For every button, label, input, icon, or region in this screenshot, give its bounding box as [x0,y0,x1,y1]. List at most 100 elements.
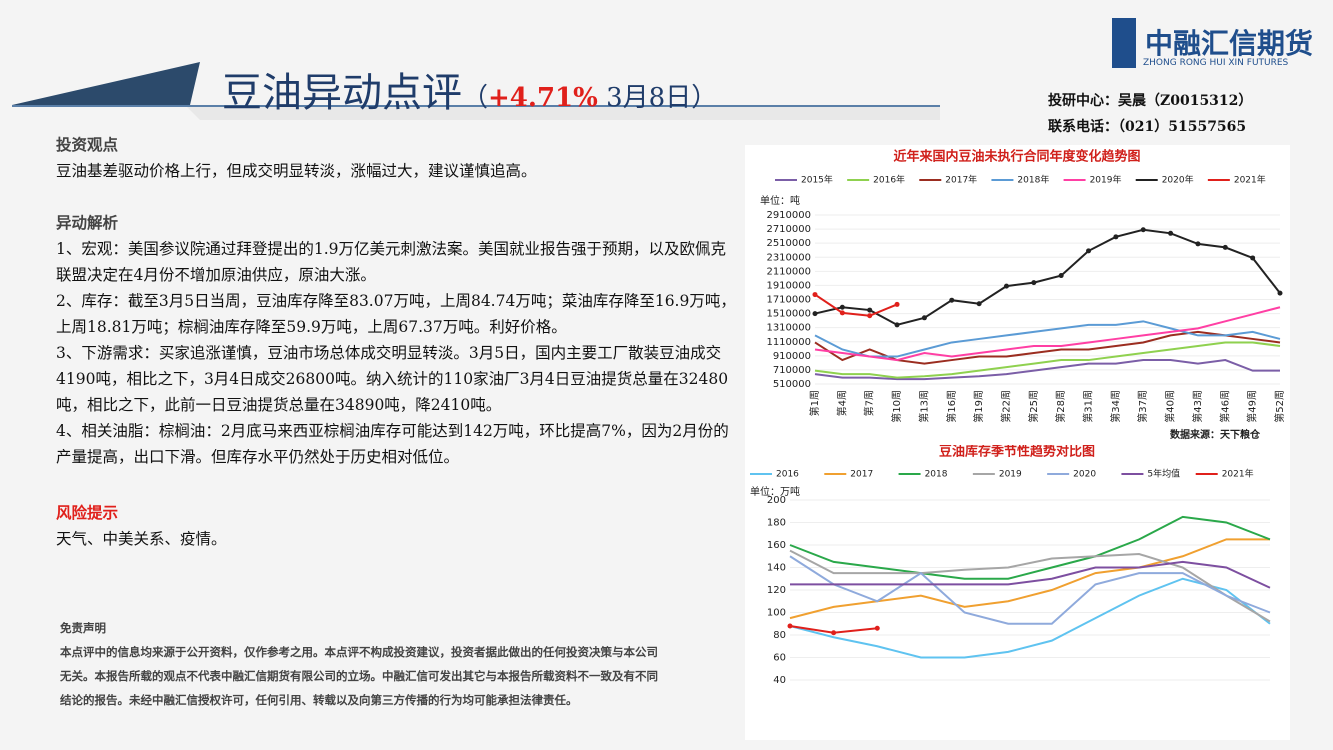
disclaimer-heading: 免责声明 [60,621,106,635]
legend-label: 2015年 [801,174,833,186]
x-tick-label: 第4周 [835,390,848,416]
title: 豆油异动点评（+4.71% 3月8日） [222,70,718,116]
x-tick-label: 第7周 [863,390,876,416]
point [976,301,982,307]
point [894,322,900,328]
y-tick-label: 40 [773,675,786,686]
header-band [185,105,940,120]
legend-label: 2019 [999,470,1022,480]
x-tick-label: 第22周 [999,390,1012,423]
x-tick-label: 第1周 [808,390,821,416]
legend-label: 2016 [776,470,799,480]
point [812,292,818,298]
paragraph: 3、下游需求：买家追涨谨慎，豆油市场总体成交明显转淡。3月5日，国内主要工厂散装… [56,344,729,414]
point [839,310,845,316]
series-line [814,359,1280,381]
series-line [789,555,1271,625]
paragraph: 4、相关油脂：棕榈油：2月底马来西亚棕榈油库存可能达到142万吨，环比提高7%，… [56,422,729,466]
x-tick-label: 第52周 [1273,390,1286,423]
unit-label: 单位：万吨 [750,485,800,498]
y-tick-label: 1510000 [766,309,811,320]
x-tick-label: 第10周 [890,390,903,423]
y-tick-label: 710000 [773,365,811,376]
point [874,625,880,631]
x-tick-label: 第43周 [1191,390,1204,423]
x-tick-label: 第16周 [945,390,958,423]
x-tick-label: 第34周 [1109,390,1122,423]
legend-label: 5年均值 [1147,468,1180,480]
legend-label: 2021年 [1222,468,1254,480]
paragraph: 豆油基差驱动价格上行，但成交明显转淡，涨幅过大，建议谨慎追高。 [56,162,537,180]
point [787,623,793,629]
title-date: 3月8日 [606,83,692,113]
header-triangle [12,62,200,105]
y-tick-label: 180 [767,518,786,529]
series-line [814,320,1281,358]
y-tick-label: 60 [773,653,786,664]
point [1250,255,1256,261]
section-heading: 投资观点 [56,135,119,154]
point [894,301,900,307]
point [1058,273,1064,279]
legend-label: 2018年 [1017,174,1049,186]
disclaimer: 免责声明 本点评中的信息均来源于公开资料，仅作参考之用。本点评不构成投资建议，投… [60,616,660,712]
x-tick-label: 第37周 [1136,390,1149,423]
contact: 投研中心：吴晨（Z0015312） 联系电话：（021）51557565 [1048,88,1252,140]
x-tick-label: 第49周 [1246,390,1259,423]
title-change: +4.71% [488,83,598,113]
series-line [814,341,1281,379]
x-tick-label: 第31周 [1082,390,1095,423]
logo-mark [1112,18,1136,68]
paragraph: 2、库存：截至3月5日当周，豆油库存降至83.07万吨，上周84.74万吨；菜油… [56,292,736,336]
legend-label: 2016年 [873,174,905,186]
y-tick-label: 2510000 [766,238,811,249]
logo-en: ZHONG RONG HUI XIN FUTURES [1143,58,1289,68]
y-tick-label: 910000 [773,351,811,362]
header-decoration [12,18,1136,120]
paragraph: 天气、中美关系、疫情。 [56,530,227,548]
contact-phone: 联系电话：（021）51557565 [1048,119,1247,135]
legend-label: 2020年 [1162,174,1194,186]
y-tick-label: 2110000 [766,266,811,277]
series-line [789,577,1271,659]
series-line [814,306,1281,362]
x-tick-label: 第46周 [1218,390,1231,423]
legend-label: 2018 [925,470,948,480]
y-tick-label: 80 [773,630,786,641]
y-tick-label: 100 [767,608,786,619]
point [1277,290,1283,296]
series-line [814,293,898,317]
point [1003,283,1009,289]
point [867,313,873,319]
point [812,311,818,317]
y-tick-label: 1710000 [766,295,811,306]
series-line [789,549,1271,623]
series-line [814,228,1281,326]
series-line [789,515,1271,580]
x-tick-label: 第28周 [1054,390,1067,423]
point [921,315,927,321]
y-tick-label: 2910000 [766,210,811,221]
logo: 中融汇信期货 [1145,27,1314,60]
y-tick-label: 510000 [773,379,811,390]
y-tick-label: 200 [767,495,786,506]
y-tick-label: 120 [767,585,786,596]
y-tick-label: 160 [767,540,786,551]
point [949,297,955,303]
point [1195,241,1201,247]
point [831,630,837,636]
disclaimer-text: 本点评中的信息均来源于公开资料，仅作参考之用。本点评不构成投资建议，投资者据此做… [60,645,658,707]
legend-label: 2020 [1073,470,1096,480]
point [839,304,845,310]
x-tick-label: 第40周 [1164,390,1177,423]
unit-label: 单位：吨 [760,194,800,207]
legend-label: 2019年 [1090,174,1122,186]
title-text: 豆油异动点评 [222,70,462,116]
point [1113,234,1119,240]
section-heading: 风险提示 [56,503,119,522]
y-tick-label: 2310000 [766,252,811,263]
y-tick-label: 2710000 [766,224,811,235]
